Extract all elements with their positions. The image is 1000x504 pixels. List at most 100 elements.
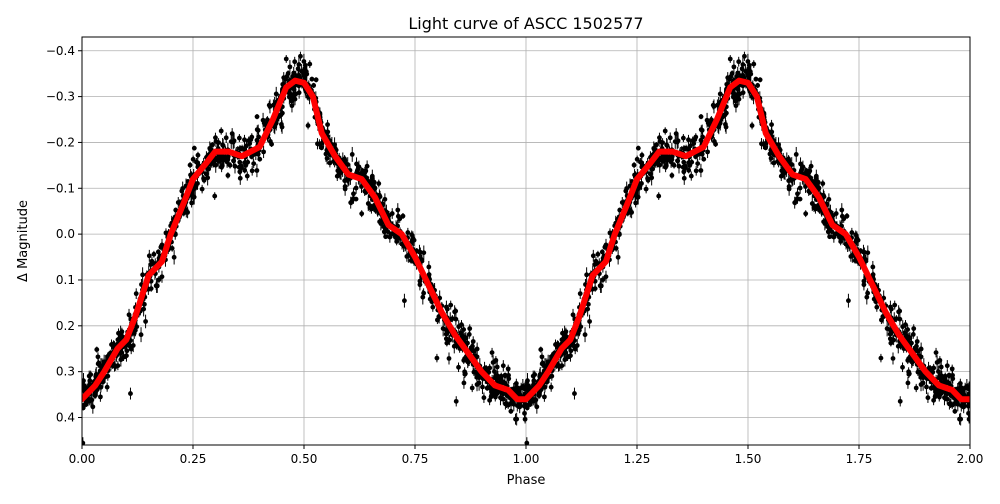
data-point [218, 128, 224, 134]
data-point [931, 385, 937, 391]
data-point [251, 161, 257, 167]
data-point [698, 127, 704, 133]
data-point [216, 140, 221, 146]
data-point [693, 168, 699, 174]
data-point [634, 156, 640, 162]
x-tick-label: 0.25 [180, 452, 207, 466]
data-point [709, 117, 714, 123]
data-point [292, 59, 298, 65]
data-point [474, 354, 480, 360]
data-point [132, 327, 138, 333]
data-point [797, 196, 803, 202]
x-tick-label: 1.75 [846, 452, 873, 466]
data-point [905, 358, 911, 363]
data-point [906, 371, 912, 377]
data-point [355, 167, 361, 173]
data-point [514, 385, 520, 391]
model-line [82, 77, 970, 403]
data-point [461, 336, 467, 341]
data-point [130, 343, 136, 348]
data-point [749, 123, 755, 128]
data-point [572, 346, 578, 352]
data-point [453, 398, 459, 404]
data-point [682, 163, 688, 169]
data-point [522, 416, 528, 422]
data-point [260, 117, 266, 123]
data-point [530, 373, 536, 379]
data-point [643, 186, 649, 192]
data-point [94, 347, 100, 352]
data-point [244, 173, 250, 179]
data-point [349, 152, 355, 157]
model-curve [82, 77, 970, 403]
data-point [844, 213, 850, 219]
data-point [664, 143, 670, 148]
data-point [489, 350, 495, 356]
data-point [205, 175, 211, 181]
data-point [587, 319, 592, 324]
data-point [421, 250, 427, 256]
data-point [839, 207, 845, 213]
data-point [854, 237, 859, 243]
data-point [693, 154, 698, 160]
data-point [935, 389, 941, 395]
data-point [271, 102, 276, 108]
data-point [536, 393, 542, 399]
data-point [351, 191, 356, 197]
data-point [667, 135, 673, 141]
data-point [267, 139, 273, 144]
data-point [227, 162, 233, 168]
data-point [900, 364, 905, 370]
data-point [140, 272, 146, 278]
data-point [870, 272, 876, 278]
data-point [158, 244, 164, 250]
data-point [915, 369, 921, 375]
data-point [141, 306, 147, 312]
data-point [199, 186, 205, 192]
data-point [649, 175, 655, 181]
data-point [298, 53, 303, 59]
data-point [811, 205, 817, 211]
data-point [210, 142, 215, 148]
data-point [242, 160, 247, 166]
data-point [841, 216, 847, 222]
data-point [353, 185, 359, 191]
data-point [225, 173, 231, 178]
data-point [699, 151, 705, 157]
data-point [711, 139, 717, 144]
x-tick-label: 2.00 [957, 452, 984, 466]
data-point [565, 354, 570, 360]
data-point [920, 380, 926, 386]
data-point [931, 397, 937, 403]
data-point [508, 400, 514, 406]
data-point [118, 330, 124, 336]
data-point [365, 201, 371, 206]
data-point [404, 254, 410, 259]
data-point [705, 149, 710, 155]
data-point [480, 384, 485, 390]
data-point [878, 317, 884, 323]
data-point [195, 152, 201, 158]
data-point [309, 76, 315, 82]
data-point [459, 322, 464, 328]
data-point [740, 90, 746, 96]
data-point [426, 272, 432, 278]
data-point [820, 181, 826, 186]
data-point [325, 122, 330, 128]
data-point [739, 66, 745, 72]
data-point [377, 194, 383, 200]
data-point [767, 151, 773, 157]
data-point [249, 168, 255, 174]
data-point [925, 395, 931, 401]
data-point [695, 161, 701, 167]
x-tick-label: 0.00 [69, 452, 96, 466]
data-point [471, 369, 477, 375]
data-point [104, 384, 110, 390]
data-point [385, 229, 391, 235]
data-point [570, 312, 576, 318]
data-point [128, 391, 133, 396]
data-point [803, 171, 809, 177]
x-tick-label: 1.00 [513, 452, 540, 466]
x-tick-label: 0.50 [291, 452, 318, 466]
data-point [313, 77, 319, 83]
